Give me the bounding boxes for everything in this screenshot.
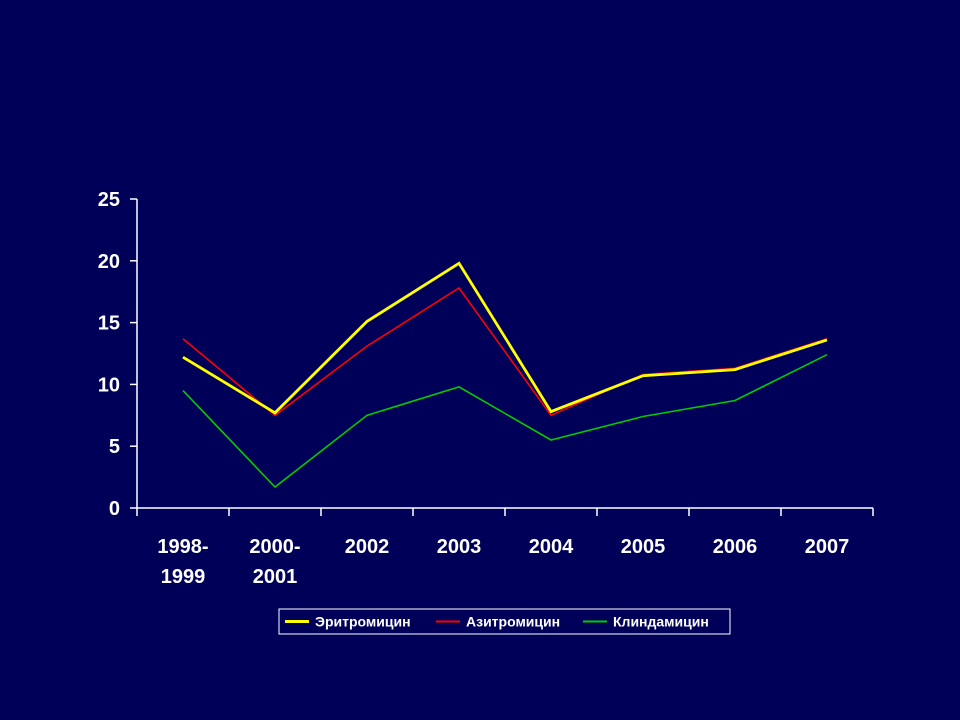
- legend-label: Эритромицин: [315, 614, 411, 630]
- x-tick-label: 2004: [529, 536, 574, 558]
- legend-label: Клиндамицин: [613, 614, 709, 630]
- series-line-1: [182, 261, 828, 415]
- legend-box: [278, 608, 731, 635]
- legend-label: Азитромицин: [466, 614, 560, 630]
- y-tick-label: 20: [98, 251, 120, 273]
- x-tick-label: 1998-1999: [157, 536, 208, 588]
- y-tick-label: 5: [109, 436, 120, 458]
- y-tick-label: 0: [109, 498, 120, 520]
- x-tick-label: 2007: [805, 536, 850, 558]
- x-tick-label: 2002: [345, 536, 390, 558]
- x-tick-label: 2005: [621, 536, 666, 558]
- chart-series: [182, 261, 828, 489]
- y-tick-label: 25: [98, 189, 120, 211]
- x-tick-label: 2000-2001: [249, 536, 300, 588]
- y-tick-label: 10: [98, 374, 120, 396]
- x-tick-label: 2006: [713, 536, 758, 558]
- chart-axes: 0 5 10 15 20 25 1998-1999 2000-2001 2002 2003 2004…: [98, 189, 874, 588]
- x-tick-label: 2003: [437, 536, 482, 558]
- chart-legend: Эритромицин Азитромицин Клиндамицин: [278, 608, 731, 635]
- series-line-3: [182, 353, 828, 489]
- y-tick-label: 15: [98, 313, 120, 335]
